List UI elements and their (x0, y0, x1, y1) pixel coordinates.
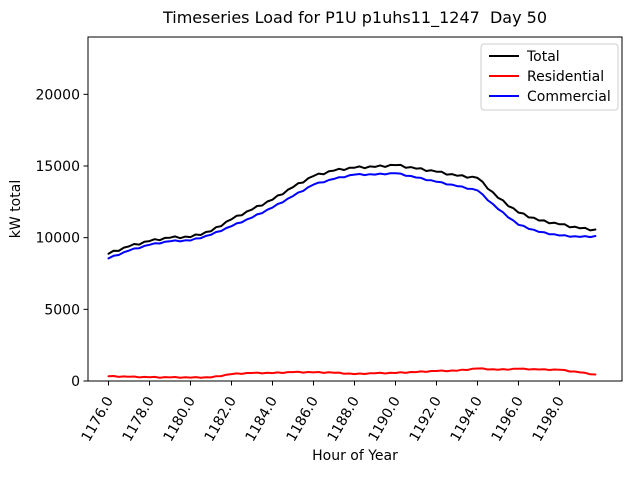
legend-label-commercial: Commercial (527, 89, 611, 105)
x-axis-label: Hour of Year (312, 448, 398, 464)
x-tick-label: 1194.0 (448, 394, 486, 444)
x-tick-label: 1190.0 (366, 394, 404, 444)
x-tick-label: 1180.0 (161, 394, 199, 444)
total-line (107, 163, 597, 255)
y-tick-label: 5000 (44, 302, 80, 318)
legend-label-residential: Residential (527, 69, 604, 85)
y-axis-ticks: 0 5000 10000 15000 20000 (35, 87, 88, 390)
x-tick-label: 1198.0 (530, 394, 568, 444)
x-tick-label: 1182.0 (202, 394, 240, 444)
x-tick-label: 1188.0 (325, 394, 363, 444)
legend-box (480, 43, 619, 111)
x-tick-label: 1196.0 (489, 394, 527, 444)
x-axis-ticks: 1176.0 1178.0 1180.0 1182.0 1184.0 1186.0 1188… (79, 381, 568, 444)
y-tick-label: 15000 (35, 159, 80, 175)
y-tick-label: 20000 (35, 87, 80, 103)
x-tick-label: 1178.0 (120, 394, 158, 444)
series-lines (107, 163, 597, 379)
legend: Total Residential Commercial (480, 43, 619, 111)
y-tick-label: 0 (71, 374, 80, 390)
x-tick-label: 1184.0 (243, 394, 281, 444)
y-axis-label: kW total (8, 180, 24, 238)
residential-line (107, 367, 597, 379)
y-tick-label: 10000 (35, 231, 80, 247)
legend-label-total: Total (526, 49, 560, 65)
x-tick-label: 1186.0 (284, 394, 322, 444)
x-tick-label: 1192.0 (407, 394, 445, 444)
commercial-line (107, 172, 597, 260)
chart-title: Timeseries Load for P1U p1uhs11_1247 Day… (162, 8, 547, 28)
x-tick-label: 1176.0 (79, 394, 117, 444)
